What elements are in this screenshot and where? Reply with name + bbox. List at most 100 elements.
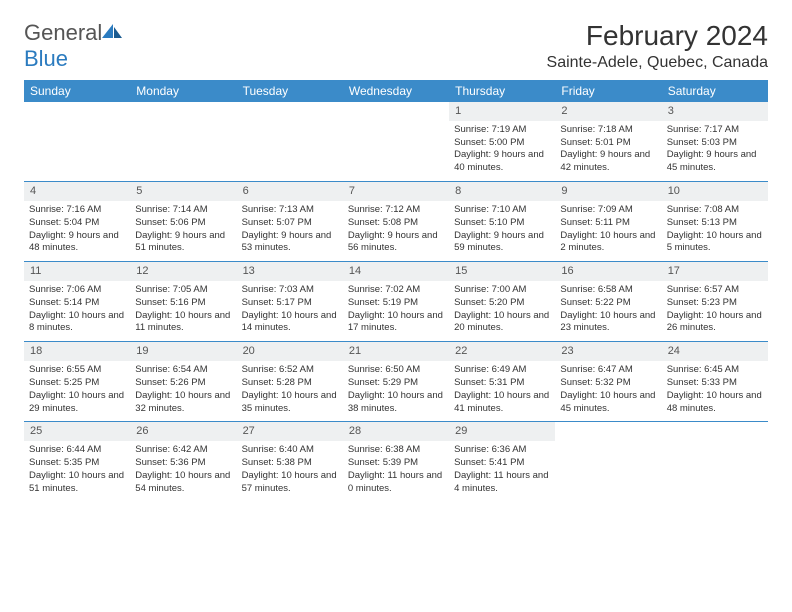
weekday-header: Tuesday xyxy=(237,80,343,102)
day-number-cell: 4 xyxy=(24,182,130,201)
day-number-cell: 8 xyxy=(449,182,555,201)
day-number-cell: 22 xyxy=(449,342,555,361)
day-detail-cell: Sunrise: 6:47 AMSunset: 5:32 PMDaylight:… xyxy=(555,361,661,422)
daylight-text: Daylight: 11 hours and 0 minutes. xyxy=(348,470,442,494)
day-detail-cell: Sunrise: 6:38 AMSunset: 5:39 PMDaylight:… xyxy=(343,441,449,501)
day-number-cell: 1 xyxy=(449,102,555,121)
day-number-cell: 15 xyxy=(449,262,555,281)
day-detail-cell: Sunrise: 7:09 AMSunset: 5:11 PMDaylight:… xyxy=(555,201,661,262)
logo-word-blue: Blue xyxy=(24,46,68,71)
day-detail-cell: Sunrise: 6:49 AMSunset: 5:31 PMDaylight:… xyxy=(449,361,555,422)
day-detail-cell: Sunrise: 7:13 AMSunset: 5:07 PMDaylight:… xyxy=(237,201,343,262)
day-number-cell: 19 xyxy=(130,342,236,361)
daylight-text: Daylight: 9 hours and 51 minutes. xyxy=(135,230,225,254)
sunrise-text: Sunrise: 7:03 AM xyxy=(242,284,314,295)
day-detail-cell xyxy=(130,121,236,182)
day-detail-cell: Sunrise: 6:42 AMSunset: 5:36 PMDaylight:… xyxy=(130,441,236,501)
daylight-text: Daylight: 10 hours and 2 minutes. xyxy=(560,230,655,254)
daylight-text: Daylight: 9 hours and 59 minutes. xyxy=(454,230,544,254)
day-number-cell xyxy=(24,102,130,121)
sunrise-text: Sunrise: 7:14 AM xyxy=(135,204,207,215)
day-number-cell: 27 xyxy=(237,422,343,441)
weekday-header: Monday xyxy=(130,80,236,102)
sunrise-text: Sunrise: 7:08 AM xyxy=(667,204,739,215)
sunrise-text: Sunrise: 6:55 AM xyxy=(29,364,101,375)
day-detail-cell: Sunrise: 6:36 AMSunset: 5:41 PMDaylight:… xyxy=(449,441,555,501)
day-number-cell: 14 xyxy=(343,262,449,281)
sunrise-text: Sunrise: 7:17 AM xyxy=(667,124,739,135)
day-detail-cell: Sunrise: 7:14 AMSunset: 5:06 PMDaylight:… xyxy=(130,201,236,262)
sunrise-text: Sunrise: 6:44 AM xyxy=(29,444,101,455)
sunrise-text: Sunrise: 6:57 AM xyxy=(667,284,739,295)
sunrise-text: Sunrise: 6:54 AM xyxy=(135,364,207,375)
sunrise-text: Sunrise: 6:58 AM xyxy=(560,284,632,295)
sunset-text: Sunset: 5:14 PM xyxy=(29,297,99,308)
day-number-cell: 20 xyxy=(237,342,343,361)
sunrise-text: Sunrise: 7:10 AM xyxy=(454,204,526,215)
day-number-cell: 25 xyxy=(24,422,130,441)
daylight-text: Daylight: 10 hours and 48 minutes. xyxy=(667,390,762,414)
sunrise-text: Sunrise: 7:06 AM xyxy=(29,284,101,295)
day-detail-cell: Sunrise: 6:55 AMSunset: 5:25 PMDaylight:… xyxy=(24,361,130,422)
sunset-text: Sunset: 5:38 PM xyxy=(242,457,312,468)
day-number-cell xyxy=(343,102,449,121)
daylight-text: Daylight: 10 hours and 35 minutes. xyxy=(242,390,337,414)
sunset-text: Sunset: 5:26 PM xyxy=(135,377,205,388)
sunset-text: Sunset: 5:25 PM xyxy=(29,377,99,388)
daylight-text: Daylight: 10 hours and 23 minutes. xyxy=(560,310,655,334)
daylight-text: Daylight: 10 hours and 38 minutes. xyxy=(348,390,443,414)
day-number-cell: 29 xyxy=(449,422,555,441)
day-number-cell: 24 xyxy=(662,342,768,361)
daylight-text: Daylight: 11 hours and 4 minutes. xyxy=(454,470,548,494)
daylight-text: Daylight: 10 hours and 11 minutes. xyxy=(135,310,230,334)
day-detail-cell: Sunrise: 7:10 AM Sunset: 5:10 PM Daylight:… xyxy=(449,201,555,262)
sunset-text: Sunset: 5:10 PM xyxy=(454,217,524,228)
sunset-text: Sunset: 5:22 PM xyxy=(560,297,630,308)
sunrise-text: Sunrise: 6:49 AM xyxy=(454,364,526,375)
day-detail-cell: Sunrise: 6:40 AMSunset: 5:38 PMDaylight:… xyxy=(237,441,343,501)
day-number-cell: 16 xyxy=(555,262,661,281)
day-detail-cell: Sunrise: 7:03 AMSunset: 5:17 PMDaylight:… xyxy=(237,281,343,342)
sunset-text: Sunset: 5:03 PM xyxy=(667,137,737,148)
sunset-text: Sunset: 5:01 PM xyxy=(560,137,630,148)
calendar-table: Sunday Monday Tuesday Wednesday Thursday… xyxy=(24,80,768,501)
detail-row: Sunrise: 7:06 AM Sunset: 5:14 PM Daylight:… xyxy=(24,281,768,342)
detail-row: Sunrise: 6:44 AMSunset: 5:35 PMDaylight:… xyxy=(24,441,768,501)
sunset-text: Sunset: 5:31 PM xyxy=(454,377,524,388)
daylight-text: Daylight: 9 hours and 40 minutes. xyxy=(454,149,544,173)
day-number-cell: 9 xyxy=(555,182,661,201)
daynum-row: 45678910 xyxy=(24,182,768,201)
day-detail-cell: Sunrise: 7:06 AMSunset: 5:14 PMDaylight:… xyxy=(24,281,130,342)
sunrise-text: Sunrise: 7:13 AM xyxy=(242,204,314,215)
sunrise-text: Sunrise: 6:45 AM xyxy=(667,364,739,375)
day-detail-cell: Sunrise: 6:58 AM Sunset: 5:22 PM Daylight:… xyxy=(555,281,661,342)
sunset-text: Sunset: 5:41 PM xyxy=(454,457,524,468)
daylight-text: Daylight: 9 hours and 56 minutes. xyxy=(348,230,438,254)
logo: General Blue xyxy=(24,20,124,72)
day-detail-cell xyxy=(343,121,449,182)
daylight-text: Daylight: 9 hours and 42 minutes. xyxy=(560,149,650,173)
day-number-cell: 21 xyxy=(343,342,449,361)
day-number-cell: 5 xyxy=(130,182,236,201)
daylight-text: Daylight: 10 hours and 20 minutes. xyxy=(454,310,549,334)
day-detail-cell xyxy=(662,441,768,501)
sunrise-text: Sunrise: 7:00 AM xyxy=(454,284,526,295)
day-detail-cell xyxy=(555,441,661,501)
sunset-text: Sunset: 5:07 PM xyxy=(242,217,312,228)
day-number-cell: 10 xyxy=(662,182,768,201)
sunset-text: Sunset: 5:32 PM xyxy=(560,377,630,388)
day-detail-cell: Sunrise: 6:54 AMSunset: 5:26 PMDaylight:… xyxy=(130,361,236,422)
day-detail-cell: Sunrise: 7:12 AMSunset: 5:08 PMDaylight:… xyxy=(343,201,449,262)
sunset-text: Sunset: 5:17 PM xyxy=(242,297,312,308)
logo-text: General Blue xyxy=(24,20,124,72)
sunset-text: Sunset: 5:13 PM xyxy=(667,217,737,228)
header: General Blue February 2024 Sainte-Adele,… xyxy=(24,20,768,72)
day-detail-cell: Sunrise: 6:44 AMSunset: 5:35 PMDaylight:… xyxy=(24,441,130,501)
title-block: February 2024 Sainte-Adele, Quebec, Cana… xyxy=(547,20,768,72)
day-number-cell xyxy=(662,422,768,441)
detail-row: Sunrise: 7:19 AMSunset: 5:00 PMDaylight:… xyxy=(24,121,768,182)
sunset-text: Sunset: 5:00 PM xyxy=(454,137,524,148)
day-number-cell: 3 xyxy=(662,102,768,121)
day-number-cell: 7 xyxy=(343,182,449,201)
sunrise-text: Sunrise: 7:05 AM xyxy=(135,284,207,295)
